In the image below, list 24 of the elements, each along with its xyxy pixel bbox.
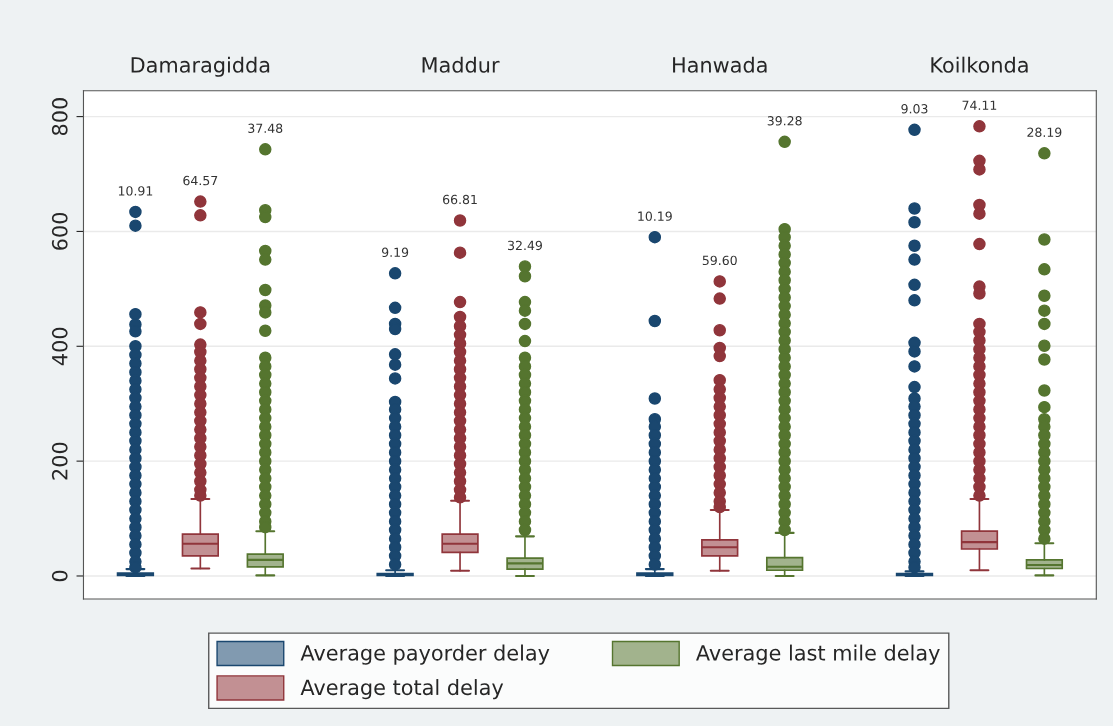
y-tick-label: 800 xyxy=(51,98,68,136)
y-tick-label: 600 xyxy=(51,212,68,250)
x-tick-label: Koilkonda xyxy=(931,56,1028,73)
annotation: 74.11 xyxy=(962,100,997,110)
y-tick-label: 200 xyxy=(51,442,68,480)
annotation: 39.28 xyxy=(767,116,802,126)
x-tick-label: Damaragidda xyxy=(131,56,270,77)
annotation: 59.60 xyxy=(702,255,737,266)
legend-label: Average last mile delay xyxy=(696,644,940,665)
annotation: 66.81 xyxy=(443,194,477,205)
annotation: 10.91 xyxy=(118,186,153,196)
annotation: 64.57 xyxy=(183,175,218,186)
legend-label: Average total delay xyxy=(300,679,504,700)
annotation: 37.48 xyxy=(248,123,283,134)
y-tick-label: 0 xyxy=(51,570,68,582)
annotation: 28.19 xyxy=(1027,127,1062,138)
annotation: 9.03 xyxy=(901,104,928,114)
x-tick-label: Hanwada xyxy=(673,56,767,73)
legend-label: Average payorder delay xyxy=(300,644,550,665)
x-tick-label: Maddur xyxy=(422,56,500,73)
annotation: 9.19 xyxy=(381,247,409,258)
annotation: 10.19 xyxy=(638,211,672,221)
annotation: 32.49 xyxy=(508,240,542,251)
y-tick-label: 400 xyxy=(51,327,68,366)
